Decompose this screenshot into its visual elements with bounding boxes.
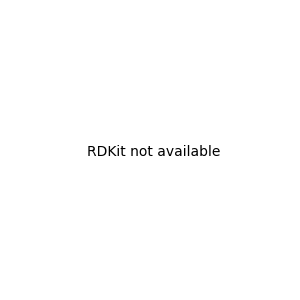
- Text: RDKit not available: RDKit not available: [87, 145, 220, 158]
